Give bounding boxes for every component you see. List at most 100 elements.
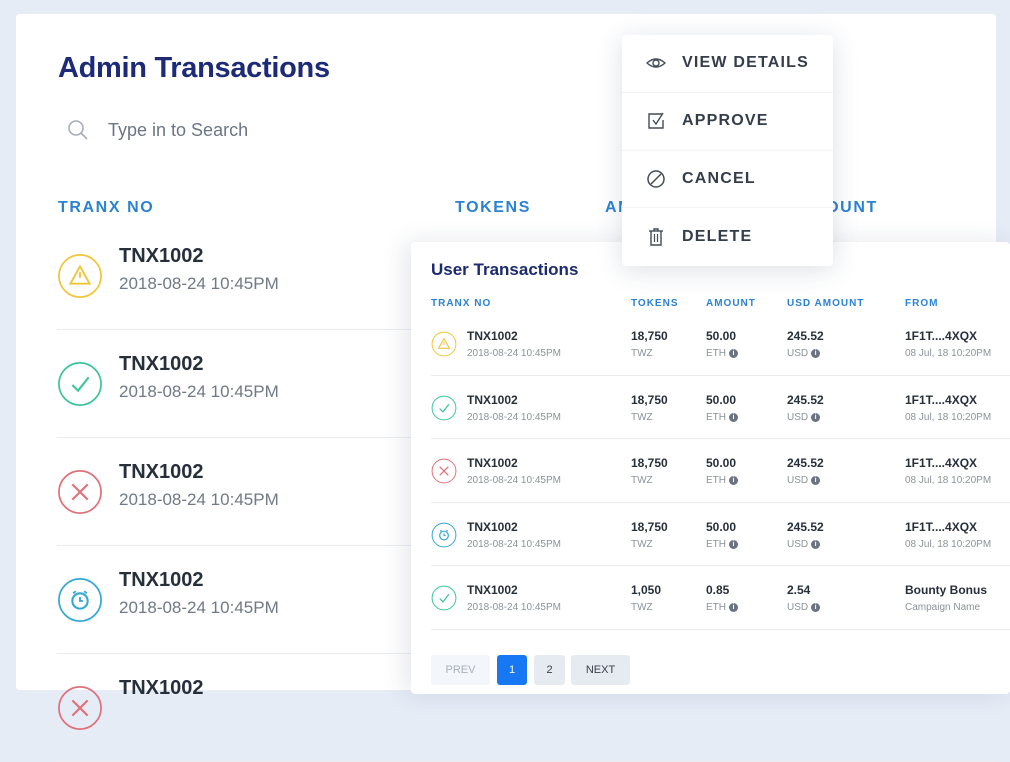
- amount-unit: ETH i: [706, 539, 738, 550]
- ban-icon: [647, 170, 665, 188]
- menu-item-label: VIEW DETAILS: [682, 54, 809, 72]
- info-icon[interactable]: i: [811, 412, 821, 422]
- check-circle-icon: [431, 395, 457, 420]
- tranx-date: 2018-08-24 10:45PM: [119, 598, 279, 617]
- usd-value: 245.52: [787, 329, 824, 343]
- page-2-button[interactable]: 2: [534, 655, 565, 685]
- usd-value: 245.52: [787, 519, 824, 534]
- search-bar: [66, 118, 408, 142]
- menu-item-label: DELETE: [682, 228, 753, 246]
- eye-icon: [646, 58, 666, 69]
- table-row[interactable]: TNX1002 2018-08-24 10:45PM 18,750 TWZ 50.00 E…: [431, 312, 1010, 376]
- x-circle-icon: [58, 470, 102, 514]
- row-divider: [431, 501, 1010, 503]
- info-icon[interactable]: i: [729, 539, 738, 549]
- alarm-clock-icon: [58, 578, 102, 622]
- usd-value: 2.54: [787, 583, 811, 597]
- table-row[interactable]: TNX1002 2018-08-24 10:45PM 18,750 TWZ 50.00 E…: [431, 503, 1010, 566]
- search-icon: [68, 120, 88, 140]
- token-unit: TWZ: [631, 475, 653, 486]
- tokens-value: 18,750: [631, 392, 668, 407]
- next-page-button[interactable]: NEXT: [571, 655, 630, 685]
- from-value: 1F1T....4XQX: [905, 392, 978, 407]
- panel-title: User Transactions: [431, 260, 579, 279]
- usd-unit: USD i: [787, 602, 821, 613]
- info-icon[interactable]: i: [729, 349, 738, 358]
- tranx-no: TNX1002: [119, 677, 204, 699]
- amount-value: 50.00: [706, 329, 737, 343]
- amount-value: 50.00: [706, 456, 737, 470]
- menu-item-cancel[interactable]: CANCEL: [622, 151, 833, 209]
- tranx-no: TNX1002: [467, 583, 518, 597]
- menu-item-delete[interactable]: DELETE: [622, 208, 833, 266]
- info-icon[interactable]: i: [729, 476, 738, 485]
- page-1-button[interactable]: 1: [497, 655, 527, 685]
- info-icon[interactable]: i: [811, 603, 821, 612]
- tranx-date: 2018-08-24 10:45PM: [467, 411, 561, 423]
- menu-item-label: CANCEL: [682, 169, 756, 187]
- user-transactions-panel: User Transactions TRANX NO TOKENS AMOUNT…: [411, 242, 1010, 694]
- warning-icon: [58, 254, 102, 298]
- header-usd-amount: USD AMOUNT: [787, 298, 865, 309]
- from-sub: Campaign Name: [905, 602, 981, 613]
- info-icon[interactable]: i: [811, 476, 821, 485]
- token-unit: TWZ: [631, 602, 653, 613]
- usd-unit: USD i: [787, 475, 821, 486]
- table-row[interactable]: TNX1002 2018-08-24 10:45PM 1,050 TWZ 0.85 ETH…: [431, 566, 1010, 630]
- menu-item-approve[interactable]: APPROVE: [622, 93, 833, 151]
- info-icon[interactable]: i: [729, 412, 738, 422]
- amount-value: 50.00: [706, 519, 737, 534]
- tranx-date: 2018-08-24 10:45PM: [119, 382, 279, 401]
- trash-icon: [649, 228, 663, 246]
- unit-label: USD: [787, 602, 809, 613]
- usd-value: 245.52: [787, 392, 824, 407]
- usd-unit: USD i: [787, 411, 821, 423]
- tranx-date: 2018-08-24 10:45PM: [119, 490, 279, 509]
- header-tranx-no: TRANX NO: [58, 199, 155, 216]
- token-unit: TWZ: [631, 538, 653, 550]
- amount-unit: ETH i: [706, 348, 738, 359]
- check-circle-icon: [431, 585, 457, 611]
- info-icon[interactable]: i: [729, 603, 738, 612]
- menu-item-view-details[interactable]: VIEW DETAILS: [622, 35, 833, 93]
- tokens-value: 18,750: [631, 519, 668, 534]
- row-divider: [431, 374, 1010, 376]
- info-icon[interactable]: i: [811, 349, 821, 358]
- tranx-no: TNX1002: [119, 569, 204, 591]
- from-sub: 08 Jul, 18 10:20PM: [905, 348, 992, 359]
- table-row[interactable]: TNX1002 2018-08-24 10:45PM 18,750 TWZ 50.00 E…: [431, 376, 1010, 439]
- unit-label: ETH: [706, 602, 726, 613]
- tranx-no: TNX1002: [467, 456, 518, 470]
- unit-label: ETH: [706, 475, 726, 486]
- header-tokens: TOKENS: [631, 298, 679, 309]
- usd-unit: USD i: [787, 538, 821, 550]
- unit-label: ETH: [706, 411, 726, 423]
- unit-label: USD: [787, 538, 809, 550]
- tranx-no: TNX1002: [119, 353, 204, 375]
- tranx-date: 2018-08-24 10:45PM: [467, 538, 561, 550]
- from-sub: 08 Jul, 18 10:20PM: [905, 411, 992, 423]
- amount-unit: ETH i: [706, 412, 738, 423]
- unit-label: ETH: [706, 348, 726, 359]
- checkbox-icon: [648, 112, 664, 129]
- search-input[interactable]: [108, 119, 408, 141]
- info-icon[interactable]: i: [811, 539, 821, 549]
- from-sub: 08 Jul, 18 10:20PM: [905, 538, 992, 550]
- row-divider: [431, 438, 1010, 439]
- token-unit: TWZ: [631, 348, 653, 359]
- usd-unit: USD i: [787, 348, 821, 359]
- tranx-date: 2018-08-24 10:45PM: [467, 475, 561, 486]
- row-divider: [431, 628, 1010, 630]
- header-from: FROM: [905, 298, 939, 309]
- table-row[interactable]: TNX1002 2018-08-24 10:45PM 18,750 TWZ 50.00 E…: [431, 439, 1010, 503]
- check-circle-icon: [58, 362, 102, 406]
- prev-page-button[interactable]: PREV: [431, 655, 490, 685]
- x-circle-icon: [431, 458, 457, 484]
- usd-value: 245.52: [787, 456, 824, 470]
- action-menu: VIEW DETAILS APPROVE CANCEL DELETE: [622, 35, 833, 266]
- from-value: Bounty Bonus: [905, 583, 987, 597]
- alarm-clock-icon: [431, 522, 457, 547]
- from-value: 1F1T....4XQX: [905, 519, 978, 534]
- unit-label: USD: [787, 411, 809, 423]
- menu-item-label: APPROVE: [682, 112, 769, 130]
